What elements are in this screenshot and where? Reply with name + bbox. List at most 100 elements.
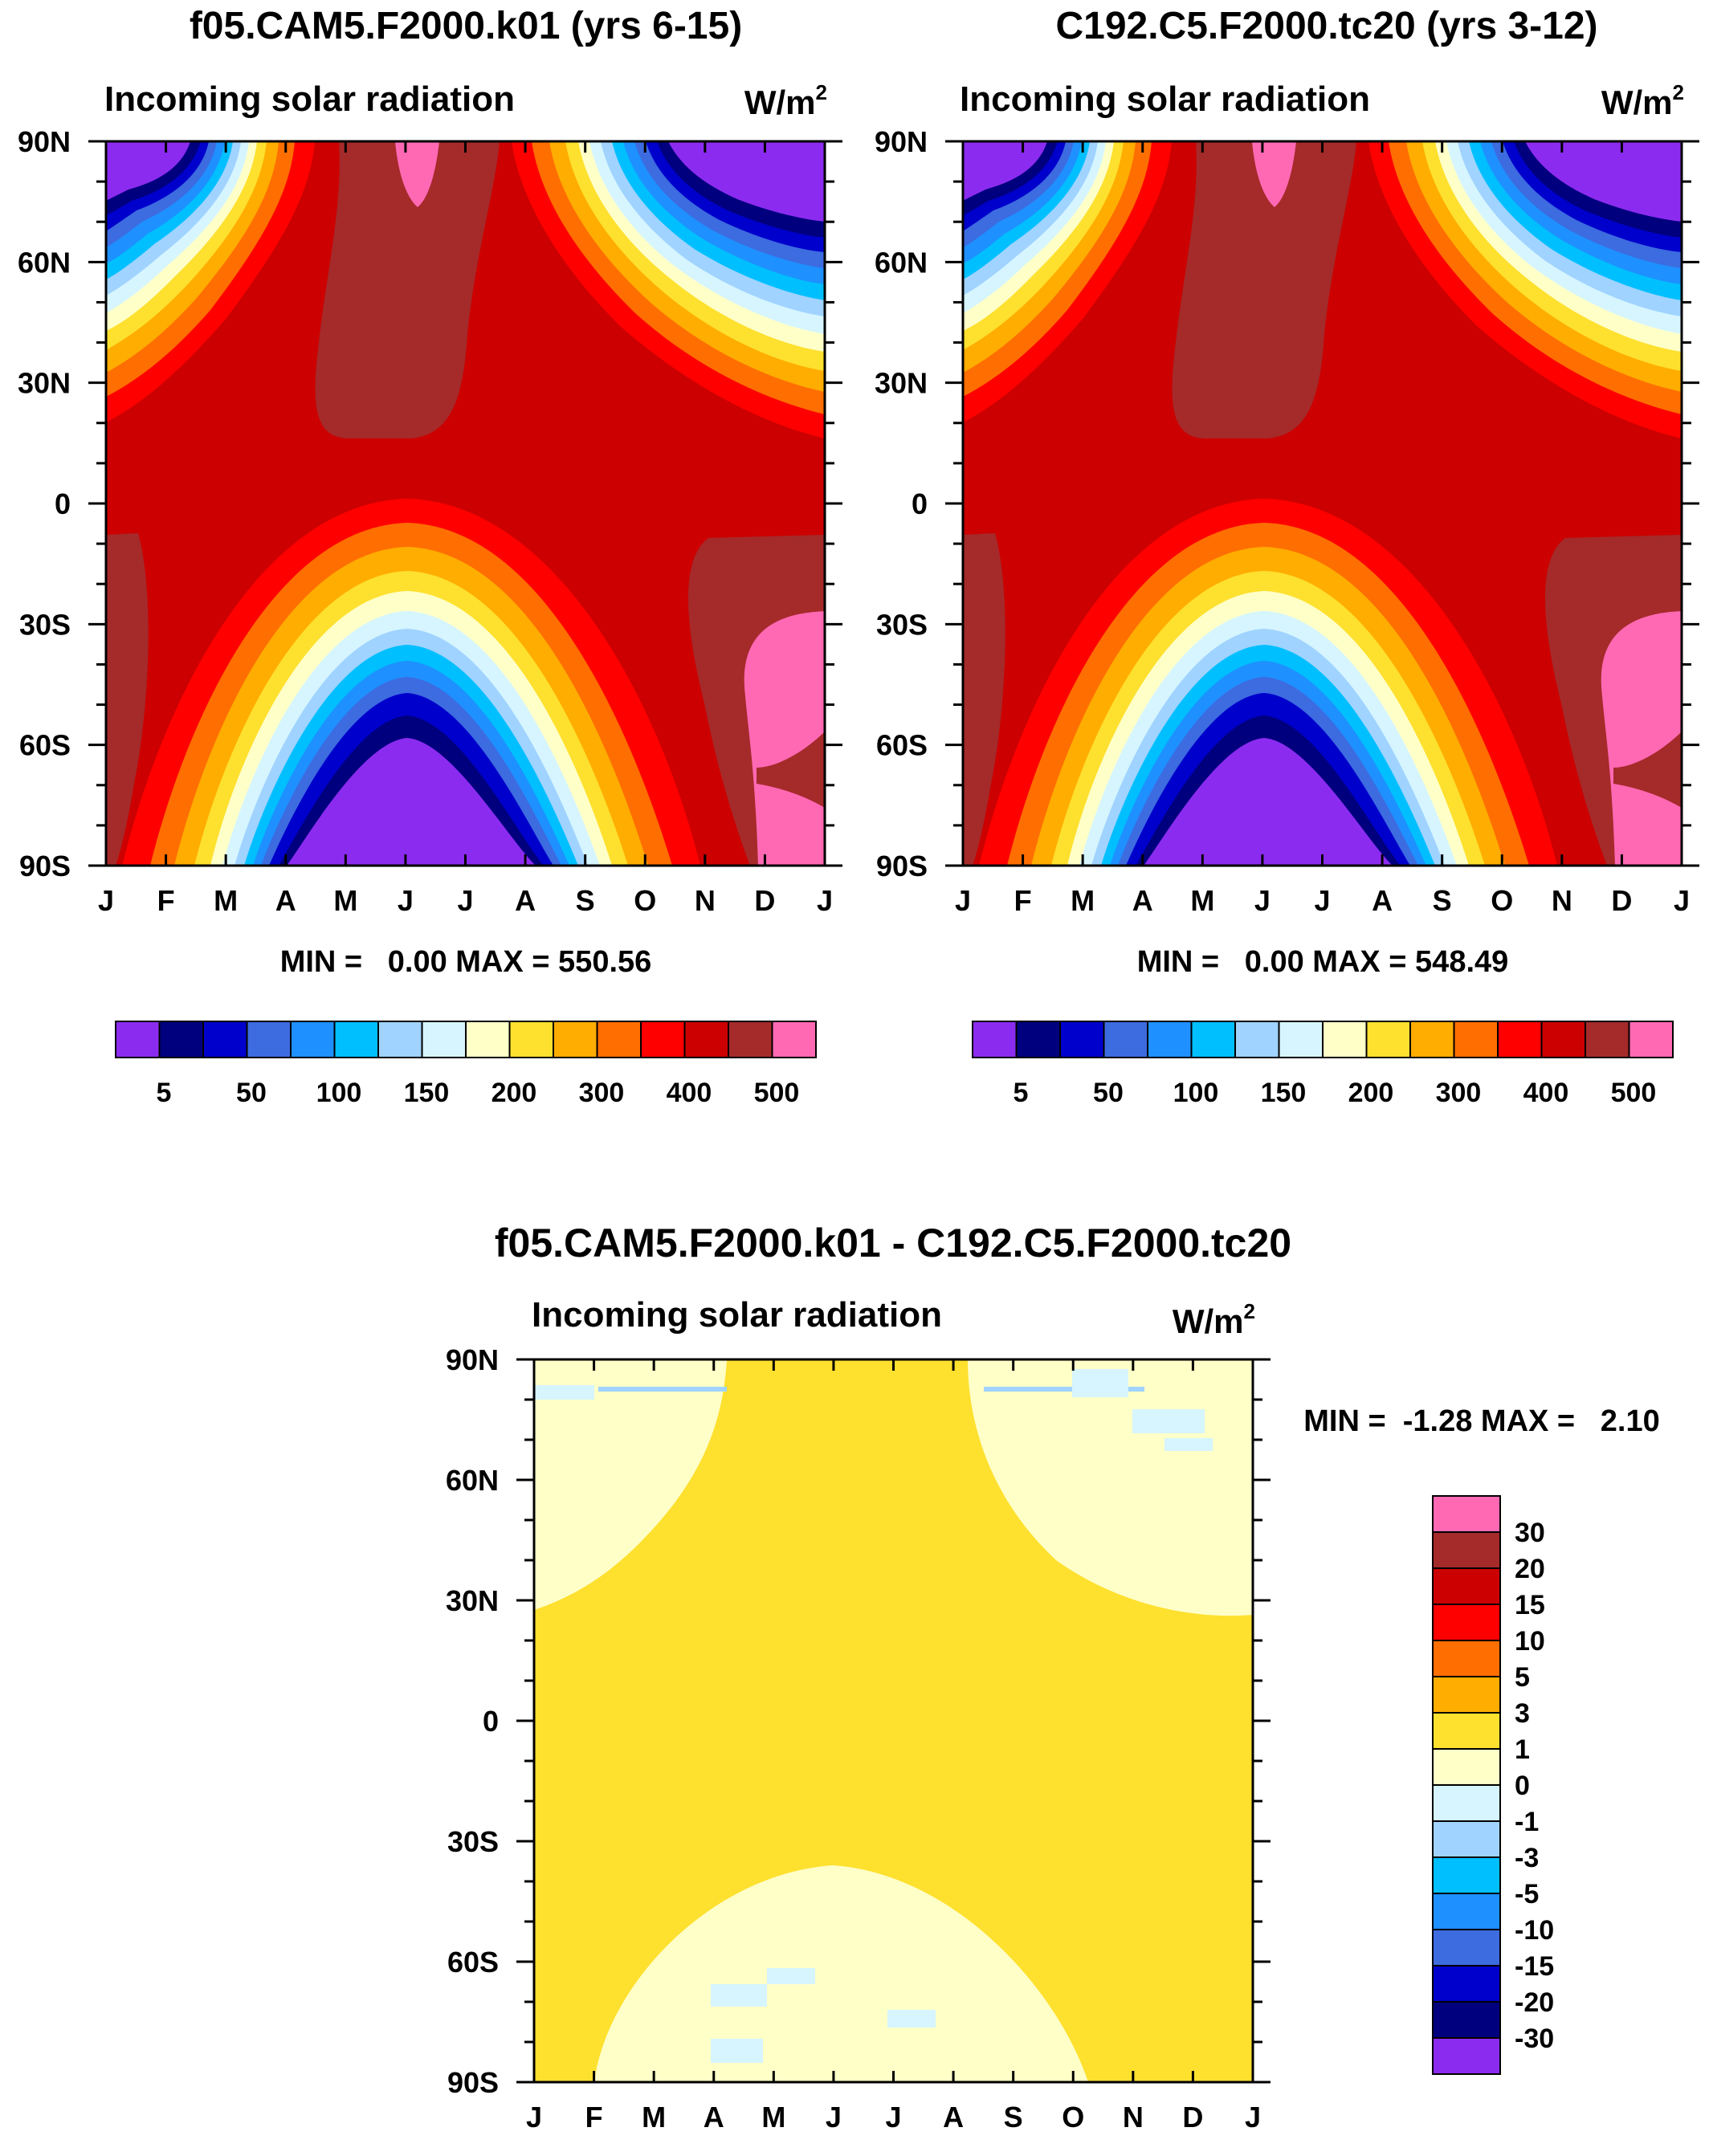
colorbar-swatch (1453, 1021, 1499, 1058)
x-tick-label: N (1123, 2101, 1144, 2134)
colorbar-swatch (683, 1021, 729, 1058)
x-tick-label: A (275, 884, 296, 917)
x-tick-label: J (457, 884, 473, 917)
y-tick-label: 0 (912, 487, 928, 520)
x-tick-label: J (1245, 2101, 1261, 2134)
y-tick-label: 60N (446, 1464, 499, 1497)
y-tick-label: 90S (447, 2066, 499, 2099)
panel-b: C192.C5.F2000.tc20 (yrs 3-12) Incoming s… (875, 5, 1699, 1108)
colorbar-swatch (115, 1021, 161, 1058)
colorbar-swatch (1432, 1604, 1501, 1641)
x-tick-label: D (1182, 2101, 1203, 2134)
colorbar-label: -10 (1515, 1915, 1554, 1946)
x-tick-label: J (1674, 884, 1690, 917)
y-tick-label: 0 (483, 1705, 499, 1738)
panel-a-plot-area (106, 141, 825, 866)
y-tick-label: 30N (446, 1584, 499, 1617)
panel-c-title: f05.CAM5.F2000.k01 - C192.C5.F2000.tc20 (495, 1221, 1291, 1265)
panel-a-subtitle: Incoming solar radiation (104, 79, 515, 119)
panel-c-colorbar (1432, 1495, 1501, 2075)
panel-a-colorbar (115, 1021, 817, 1058)
colorbar-swatch (377, 1021, 423, 1058)
panel-b-title: C192.C5.F2000.tc20 (yrs 3-12) (1055, 5, 1597, 47)
y-tick-label: 30S (447, 1825, 499, 1858)
colorbar-swatch (1059, 1021, 1105, 1058)
y-tick-label: 90N (18, 125, 71, 158)
x-tick-label: A (704, 2101, 724, 2134)
x-tick-label: S (576, 884, 595, 917)
panel-b-axis-ticks (945, 140, 1699, 867)
panel-a: f05.CAM5.F2000.k01 (yrs 6-15) Incoming s… (18, 5, 842, 1108)
panel-c-units-base: W/m (1173, 1302, 1244, 1340)
panel-b-stats: MIN = 0.00 MAX = 548.49 (1137, 945, 1509, 979)
colorbar-label: -20 (1515, 1987, 1554, 2018)
colorbar-swatch (1432, 1784, 1501, 1822)
x-tick-label: J (526, 2101, 542, 2134)
colorbar-swatch (1432, 1856, 1501, 1894)
colorbar-label: 500 (754, 1078, 800, 1108)
x-tick-label: F (585, 2101, 603, 2134)
y-tick-label: 90N (446, 1343, 499, 1376)
panel-a-stats: MIN = 0.00 MAX = 550.56 (280, 945, 652, 979)
colorbar-swatch (1585, 1021, 1630, 1058)
colorbar-swatch (158, 1021, 204, 1058)
x-tick-label: J (826, 2101, 842, 2134)
colorbar-label: 500 (1611, 1078, 1657, 1108)
x-tick-label: J (398, 884, 414, 917)
x-tick-label: J (98, 884, 114, 917)
x-tick-label: M (1071, 884, 1095, 917)
colorbar-swatch (1015, 1021, 1061, 1058)
y-tick-label: 30N (875, 367, 928, 400)
panel-c-subtitle: Incoming solar radiation (532, 1295, 942, 1335)
panel-c-units-sup: 2 (1244, 1299, 1255, 1323)
y-tick-label: 0 (55, 487, 71, 520)
colorbar-swatch (1432, 1567, 1501, 1605)
x-tick-label: O (634, 884, 656, 917)
panel-c-units: W/m2 (1173, 1299, 1255, 1340)
colorbar-label: -1 (1515, 1807, 1539, 1837)
colorbar-label: 150 (1261, 1078, 1307, 1108)
colorbar-swatch (290, 1021, 336, 1058)
colorbar-label: 400 (667, 1078, 712, 1108)
x-tick-label: N (695, 884, 716, 917)
y-tick-label: 90S (876, 850, 928, 882)
x-tick-label: D (754, 884, 775, 917)
colorbar-label: 0 (1515, 1771, 1530, 1801)
colorbar-swatch (596, 1021, 642, 1058)
colorbar-label: 5 (1013, 1078, 1028, 1108)
colorbar-label: 15 (1515, 1590, 1545, 1620)
colorbar-label: -30 (1515, 2024, 1554, 2054)
colorbar-swatch (1322, 1021, 1368, 1058)
panel-b-units-sup: 2 (1673, 80, 1684, 104)
colorbar-swatch (640, 1021, 686, 1058)
colorbar-swatch (1497, 1021, 1543, 1058)
colorbar-swatch (1432, 1531, 1501, 1569)
colorbar-label: 300 (1436, 1078, 1482, 1108)
colorbar-swatch (1147, 1021, 1193, 1058)
colorbar-swatch (1432, 1820, 1501, 1858)
x-tick-label: D (1611, 884, 1632, 917)
colorbar-label: -15 (1515, 1951, 1554, 1982)
y-tick-label: 90S (19, 850, 71, 882)
x-tick-label: F (1014, 884, 1032, 917)
colorbar-swatch (553, 1021, 598, 1058)
y-tick-label: 30S (19, 608, 71, 641)
y-tick-label: 60S (447, 1946, 499, 1979)
colorbar-label: 200 (491, 1078, 537, 1108)
x-tick-label: M (333, 884, 357, 917)
colorbar-label: 5 (156, 1078, 171, 1108)
colorbar-label: 50 (1093, 1078, 1124, 1108)
colorbar-label: 1 (1515, 1734, 1530, 1765)
panel-a-title: f05.CAM5.F2000.k01 (yrs 6-15) (190, 5, 742, 47)
colorbar-label: -3 (1515, 1843, 1539, 1873)
x-tick-label: N (1552, 884, 1572, 917)
panel-c-y-axis: 90N 60N 30N 0 30S 60S 90S (446, 1343, 499, 2099)
y-tick-label: 60S (19, 729, 71, 762)
x-tick-label: O (1491, 884, 1513, 917)
colorbar-swatch (508, 1021, 554, 1058)
x-tick-label: O (1062, 2101, 1084, 2134)
colorbar-swatch (1540, 1021, 1586, 1058)
panel-b-y-axis: 90N 60N 30N 0 30S 60S 90S (875, 125, 928, 882)
